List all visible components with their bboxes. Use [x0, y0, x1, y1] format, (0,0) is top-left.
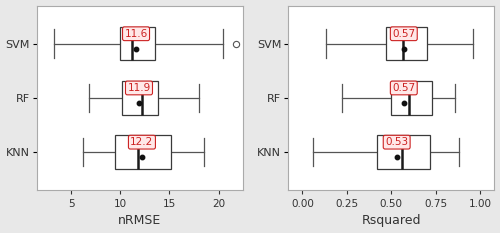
- Bar: [122, 81, 158, 114]
- Bar: [392, 81, 432, 114]
- Text: 0.57: 0.57: [392, 83, 415, 93]
- Text: 11.9: 11.9: [128, 83, 150, 93]
- Bar: [120, 27, 154, 60]
- Text: 0.57: 0.57: [392, 29, 415, 39]
- Text: 11.6: 11.6: [124, 29, 148, 39]
- Bar: [377, 135, 430, 169]
- X-axis label: nRMSE: nRMSE: [118, 214, 162, 227]
- Text: 12.2: 12.2: [130, 137, 154, 147]
- Bar: [386, 27, 427, 60]
- Bar: [116, 135, 172, 169]
- Text: 0.53: 0.53: [385, 137, 408, 147]
- X-axis label: Rsquared: Rsquared: [362, 214, 421, 227]
